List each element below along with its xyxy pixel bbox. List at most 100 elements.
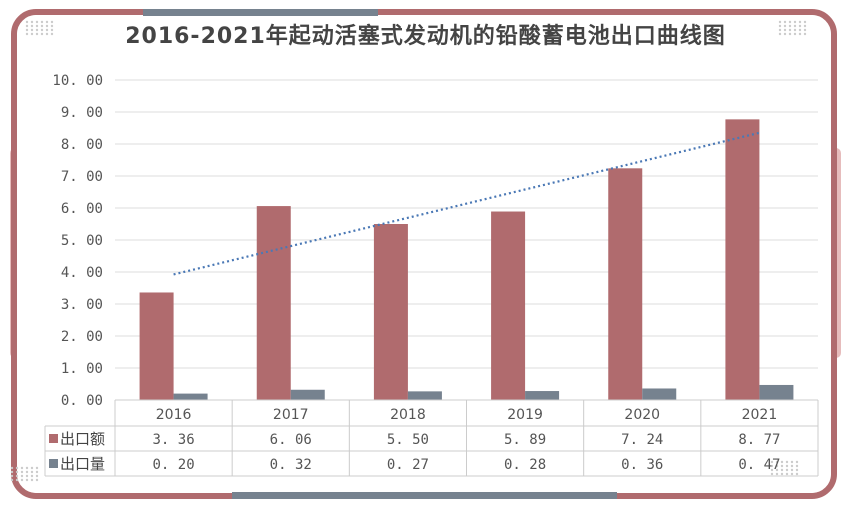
legend-label: 出口量 (60, 455, 105, 473)
y-tick-label: 0. 00 (61, 393, 103, 409)
data-table-value: 8. 77 (738, 432, 780, 448)
dot-pattern (798, 32, 802, 36)
bottom-accent (232, 492, 617, 499)
data-table-value: 5. 50 (387, 432, 429, 448)
dot-pattern (770, 472, 774, 476)
dot-pattern (25, 24, 29, 28)
data-table-value: 3. 36 (153, 432, 195, 448)
y-tick-label: 7. 00 (61, 169, 103, 185)
dot-pattern (783, 32, 787, 36)
dot-pattern (40, 28, 44, 32)
data-table-value: 0. 47 (738, 457, 780, 473)
dot-pattern (35, 28, 39, 32)
dot-pattern (790, 468, 794, 472)
data-table-value: 0. 27 (387, 457, 429, 473)
dot-pattern (778, 28, 782, 32)
dot-pattern (15, 470, 19, 474)
dot-pattern (775, 464, 779, 468)
dot-pattern (770, 460, 774, 464)
dot-pattern (35, 20, 39, 24)
bar-出口量 (642, 388, 677, 400)
x-tick-label: 2017 (273, 407, 309, 423)
dot-pattern (795, 468, 799, 472)
dot-pattern (780, 460, 784, 464)
dot-pattern (40, 20, 44, 24)
bar-出口额 (491, 211, 526, 400)
legend-swatch (49, 459, 58, 468)
dot-pattern (793, 32, 797, 36)
dot-pattern (778, 24, 782, 28)
x-tick-label: 2016 (156, 407, 192, 423)
y-tick-label: 4. 00 (61, 265, 103, 281)
dot-pattern (803, 24, 807, 28)
dot-pattern (10, 478, 14, 482)
dot-pattern (30, 32, 34, 36)
bar-出口量 (407, 391, 442, 400)
bar-出口量 (525, 391, 560, 400)
dot-pattern (15, 466, 19, 470)
dot-pattern (795, 472, 799, 476)
dot-pattern (798, 24, 802, 28)
dot-pattern (35, 470, 39, 474)
x-tick-label: 2021 (742, 407, 778, 423)
data-table-value: 0. 28 (504, 457, 546, 473)
dot-pattern (788, 24, 792, 28)
dot-pattern (10, 466, 14, 470)
bar-出口额 (725, 119, 760, 401)
dot-pattern (788, 28, 792, 32)
bar-出口量 (290, 389, 325, 400)
dot-pattern (45, 28, 49, 32)
x-tick-label: 2020 (624, 407, 660, 423)
data-table-value: 6. 06 (270, 432, 312, 448)
dot-pattern (25, 474, 29, 478)
bar-出口额 (373, 224, 408, 400)
bar-出口量 (759, 384, 794, 400)
dot-pattern (25, 466, 29, 470)
dot-pattern (795, 464, 799, 468)
dot-pattern (10, 470, 14, 474)
bar-出口量 (173, 393, 208, 400)
data-table-value: 5. 89 (504, 432, 546, 448)
dot-pattern (40, 24, 44, 28)
dot-pattern (35, 24, 39, 28)
y-tick-label: 3. 00 (61, 297, 103, 313)
legend-label: 出口额 (60, 430, 105, 448)
dot-pattern (793, 28, 797, 32)
dot-pattern (793, 24, 797, 28)
dot-pattern (30, 466, 34, 470)
dot-pattern (20, 466, 24, 470)
trendline (173, 131, 760, 276)
data-table-value: 0. 20 (153, 457, 195, 473)
data-table-value: 7. 24 (621, 432, 663, 448)
x-tick-label: 2019 (507, 407, 543, 423)
dot-pattern (780, 468, 784, 472)
y-tick-label: 1. 00 (61, 361, 103, 377)
y-tick-label: 10. 00 (52, 73, 103, 89)
dot-pattern (50, 28, 54, 32)
dot-pattern (775, 460, 779, 464)
dot-pattern (780, 464, 784, 468)
dot-pattern (795, 460, 799, 464)
dot-pattern (45, 24, 49, 28)
dot-pattern (770, 464, 774, 468)
y-tick-label: 5. 00 (61, 233, 103, 249)
top-accent (143, 9, 378, 16)
dot-pattern (30, 478, 34, 482)
dot-pattern (798, 20, 802, 24)
dot-pattern (785, 464, 789, 468)
x-tick-label: 2018 (390, 407, 426, 423)
dot-pattern (30, 470, 34, 474)
dot-pattern (788, 20, 792, 24)
dot-pattern (35, 32, 39, 36)
y-tick-label: 9. 00 (61, 105, 103, 121)
dot-pattern (778, 32, 782, 36)
dot-pattern (785, 472, 789, 476)
dot-pattern (40, 32, 44, 36)
dot-pattern (783, 24, 787, 28)
dot-pattern (25, 20, 29, 24)
dot-pattern (35, 466, 39, 470)
legend-swatch (49, 434, 58, 443)
y-tick-label: 2. 00 (61, 329, 103, 345)
dot-pattern (30, 474, 34, 478)
